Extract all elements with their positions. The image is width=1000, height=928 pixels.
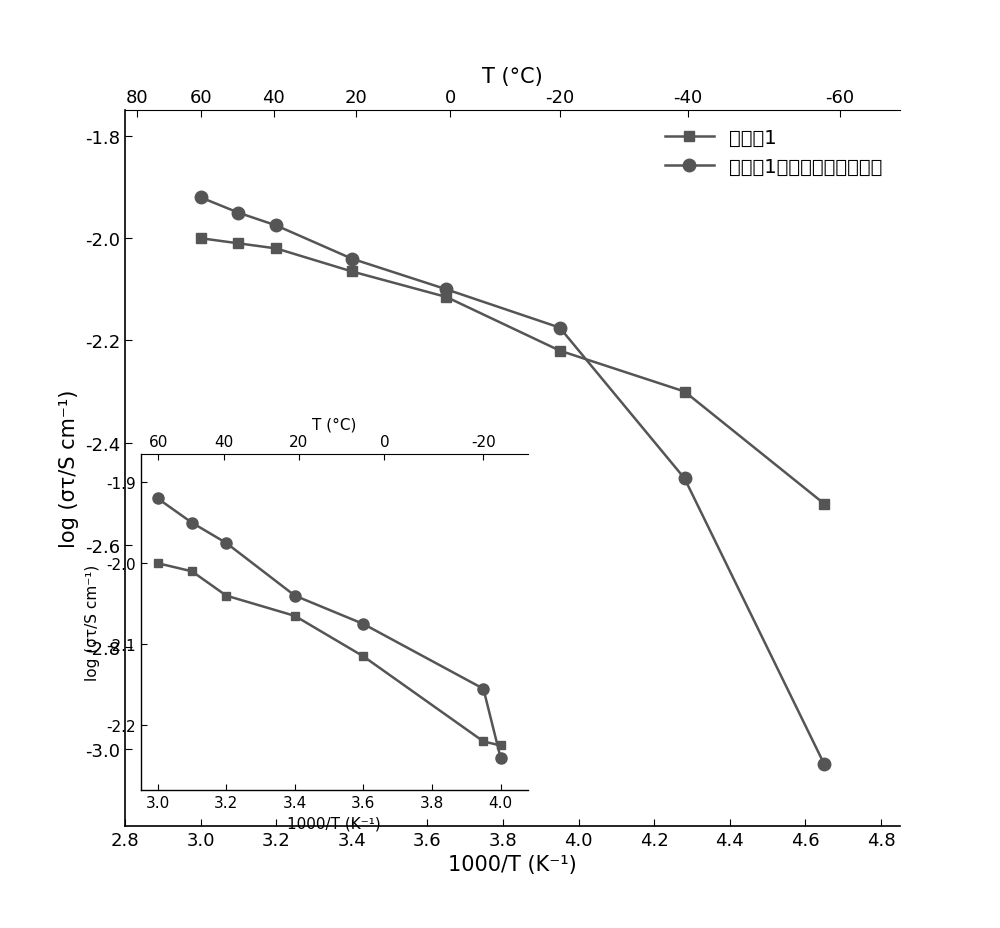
Line: 实施例1: 实施例1 xyxy=(196,234,829,509)
实施例1 xyxy=(346,266,358,277)
X-axis label: T (°C): T (°C) xyxy=(482,67,543,87)
对比例1（未添加甲酸甲酩） xyxy=(679,473,691,484)
Legend: 实施例1, 对比例1（未添加甲酸甲酩）: 实施例1, 对比例1（未添加甲酸甲酩） xyxy=(657,121,890,185)
实施例1 xyxy=(195,233,207,244)
Line: 对比例1（未添加甲酸甲酩）: 对比例1（未添加甲酸甲酩） xyxy=(194,192,831,771)
对比例1（未添加甲酸甲酩） xyxy=(195,192,207,203)
对比例1（未添加甲酸甲酩） xyxy=(270,221,282,232)
实施例1 xyxy=(679,386,691,397)
对比例1（未添加甲酸甲酩） xyxy=(818,759,830,770)
实施例1 xyxy=(440,292,452,303)
X-axis label: 1000/T (K⁻¹): 1000/T (K⁻¹) xyxy=(448,855,577,874)
Y-axis label: log (στ/S cm⁻¹): log (στ/S cm⁻¹) xyxy=(59,390,79,548)
对比例1（未添加甲酸甲酩） xyxy=(232,208,244,219)
对比例1（未添加甲酸甲酩） xyxy=(346,253,358,265)
对比例1（未添加甲酸甲酩） xyxy=(440,284,452,295)
实施例1 xyxy=(270,243,282,254)
X-axis label: T (°C): T (°C) xyxy=(312,417,356,432)
对比例1（未添加甲酸甲酩） xyxy=(554,323,566,334)
实施例1 xyxy=(554,346,566,357)
实施例1 xyxy=(232,238,244,250)
实施例1 xyxy=(818,498,830,509)
